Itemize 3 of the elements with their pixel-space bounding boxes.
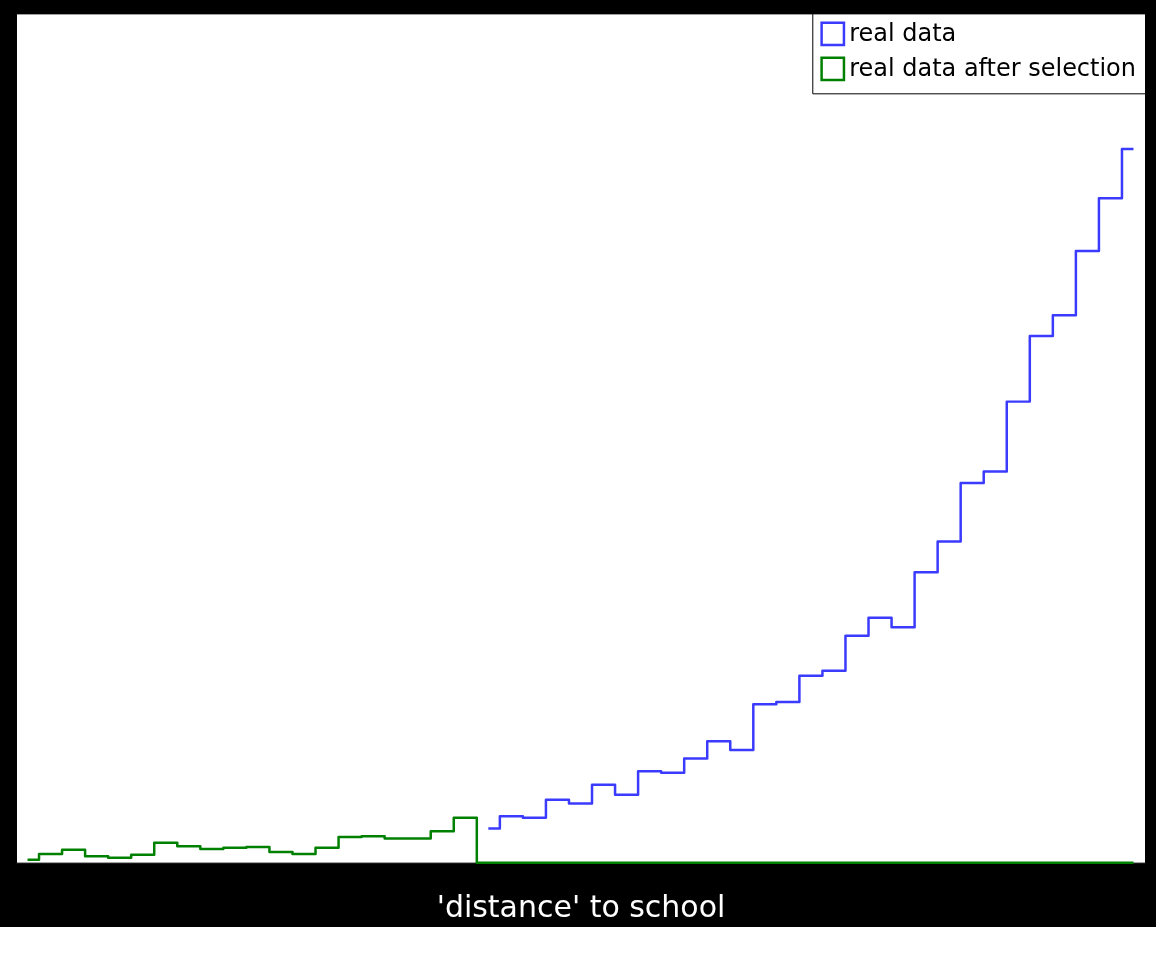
legend-label: real data xyxy=(849,18,957,47)
x-axis-title: 'distance' to school xyxy=(436,889,726,925)
legend-label: real data after selection xyxy=(849,53,1136,82)
